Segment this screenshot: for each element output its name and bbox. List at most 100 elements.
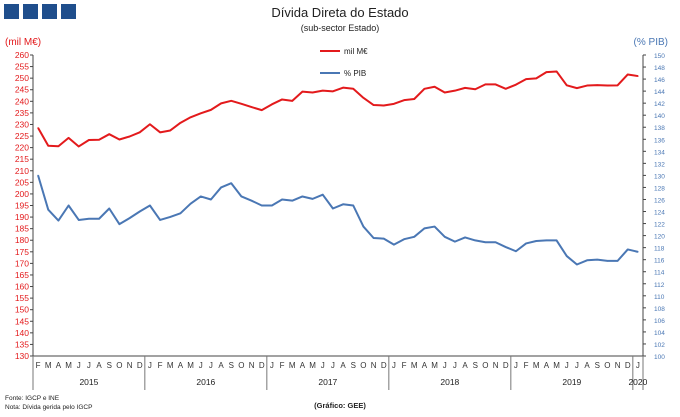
left-tick-label: 210 xyxy=(15,166,29,176)
right-tick-label: 102 xyxy=(654,342,665,349)
data-point-gdp xyxy=(128,217,131,219)
year-label: 2018 xyxy=(440,377,459,387)
month-label: J xyxy=(575,361,579,370)
data-point-debt xyxy=(444,91,446,94)
month-label: A xyxy=(56,361,62,370)
data-point-debt xyxy=(67,137,70,139)
right-tick-label: 142 xyxy=(654,101,665,108)
right-tick-label: 128 xyxy=(654,185,665,192)
month-label: M xyxy=(65,361,72,370)
left-tick-label: 235 xyxy=(15,108,29,118)
right-tick-label: 136 xyxy=(654,137,665,144)
data-point-gdp xyxy=(444,236,446,238)
left-tick-label: 205 xyxy=(15,177,29,187)
year-label: 2015 xyxy=(79,377,98,387)
left-tick-label: 170 xyxy=(15,258,29,268)
data-point-debt xyxy=(311,91,314,94)
data-point-debt xyxy=(423,88,426,90)
data-point-gdp xyxy=(149,204,151,207)
left-tick-label: 195 xyxy=(15,201,29,211)
month-label: J xyxy=(148,361,152,370)
data-point-debt xyxy=(57,145,60,147)
data-point-debt xyxy=(362,97,365,99)
data-point-gdp xyxy=(393,243,395,246)
data-point-gdp xyxy=(78,219,80,221)
data-point-debt xyxy=(454,89,456,92)
month-label: A xyxy=(178,361,184,370)
data-point-debt xyxy=(271,103,273,106)
data-point-debt xyxy=(108,133,110,135)
data-point-debt xyxy=(200,112,202,115)
right-tick-label: 146 xyxy=(654,77,665,84)
data-point-debt xyxy=(47,145,49,147)
footer-source: Fonte: IGCP e INE xyxy=(5,395,60,402)
right-tick-label: 140 xyxy=(654,113,665,120)
month-label: J xyxy=(514,361,518,370)
data-point-debt xyxy=(515,83,517,86)
data-point-debt xyxy=(596,84,598,86)
month-label: M xyxy=(187,361,194,370)
left-tick-label: 255 xyxy=(15,62,29,72)
left-tick-label: 140 xyxy=(15,328,29,338)
right-tick-label: 148 xyxy=(654,65,665,72)
data-point-gdp xyxy=(413,236,415,238)
data-point-gdp xyxy=(281,198,283,201)
month-label: M xyxy=(411,361,418,370)
data-point-gdp xyxy=(494,241,497,243)
data-point-gdp xyxy=(566,255,568,257)
data-point-gdp xyxy=(372,237,375,239)
month-label: S xyxy=(229,361,234,370)
right-tick-label: 112 xyxy=(654,282,665,289)
month-label: A xyxy=(96,361,102,370)
chart-title: Dívida Direta do Estado xyxy=(271,5,408,20)
data-point-debt xyxy=(525,78,527,80)
data-point-debt xyxy=(159,131,161,134)
month-label: F xyxy=(524,361,529,370)
data-point-debt xyxy=(403,99,405,101)
month-label: J xyxy=(636,361,640,370)
logo-square xyxy=(23,4,38,19)
data-point-debt xyxy=(372,104,375,106)
month-label: N xyxy=(493,361,499,370)
month-label: M xyxy=(289,361,296,370)
left-tick-label: 260 xyxy=(15,50,29,60)
data-point-gdp xyxy=(545,239,548,242)
month-label: M xyxy=(553,361,560,370)
footer-note: Nota: Dívida gerida pelo IGCP xyxy=(5,404,92,411)
data-point-gdp xyxy=(525,242,527,245)
month-label: J xyxy=(321,361,325,370)
data-point-gdp xyxy=(586,259,588,261)
logo-square xyxy=(42,4,57,19)
month-label: A xyxy=(422,361,428,370)
month-label: O xyxy=(238,361,244,370)
data-point-gdp xyxy=(301,195,304,198)
data-point-gdp xyxy=(322,193,324,196)
left-tick-label: 250 xyxy=(15,73,29,83)
data-point-gdp xyxy=(240,195,243,198)
data-point-debt xyxy=(494,83,497,86)
right-tick-label: 120 xyxy=(654,234,665,241)
data-point-debt xyxy=(149,123,151,125)
month-label: M xyxy=(167,361,174,370)
data-point-debt xyxy=(139,131,141,134)
right-axis-unit-label: (% PIB) xyxy=(634,37,668,48)
data-point-gdp xyxy=(250,199,253,202)
data-point-debt xyxy=(535,77,537,80)
right-tick-label: 124 xyxy=(654,210,665,217)
month-label: D xyxy=(381,361,387,370)
data-point-gdp xyxy=(362,225,365,228)
data-point-gdp xyxy=(179,212,182,215)
gee-logo xyxy=(4,4,76,19)
data-point-gdp xyxy=(474,239,476,242)
data-point-debt xyxy=(88,139,90,141)
year-label: 2017 xyxy=(318,377,337,387)
month-label: A xyxy=(462,361,468,370)
data-point-debt xyxy=(230,100,232,102)
right-tick-label: 126 xyxy=(654,197,665,204)
data-point-gdp xyxy=(403,238,405,240)
month-label: J xyxy=(199,361,203,370)
logo-square xyxy=(4,4,19,19)
month-label: J xyxy=(77,361,81,370)
data-point-gdp xyxy=(454,240,456,243)
